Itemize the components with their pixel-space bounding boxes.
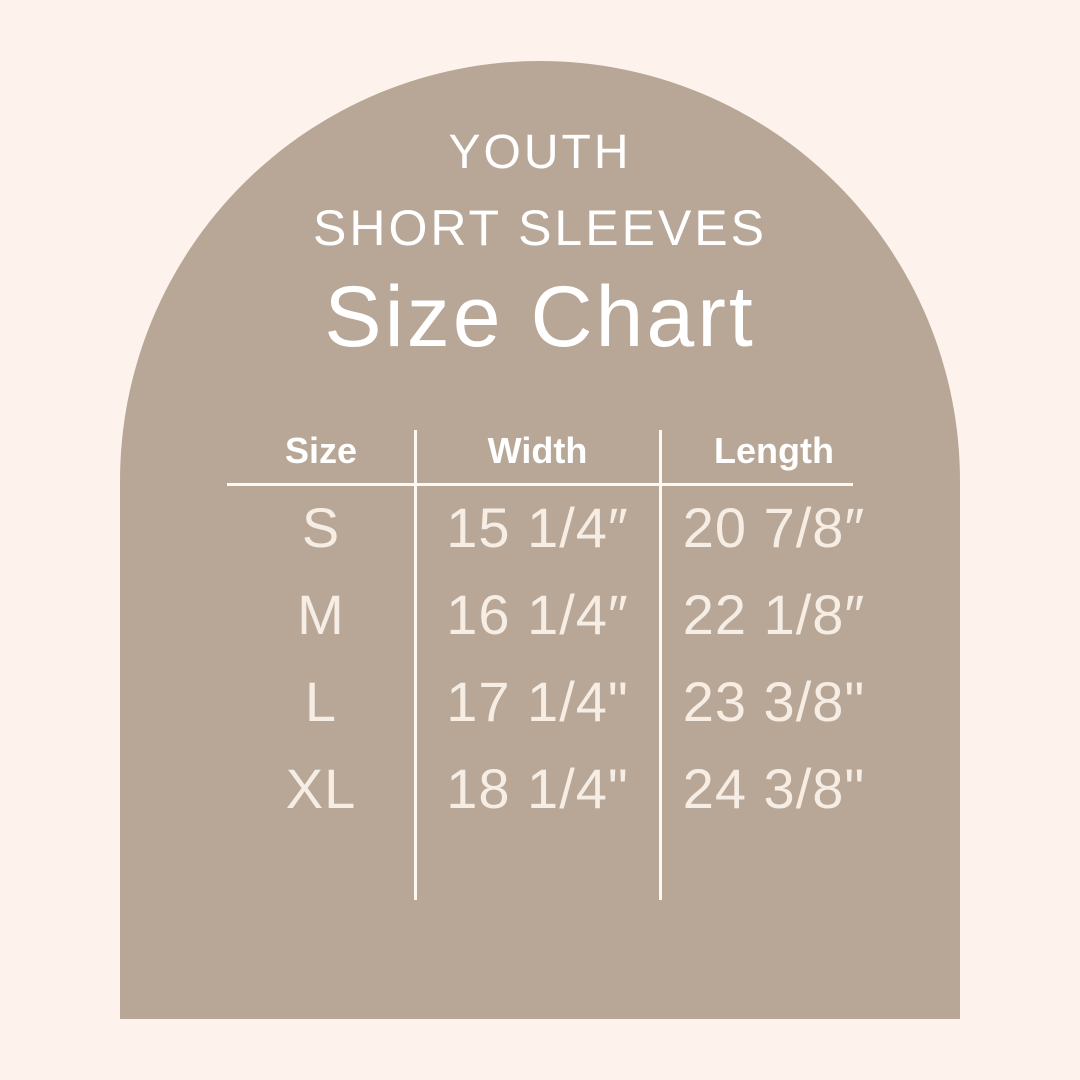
- size-cell: M: [297, 583, 345, 646]
- table-row-xl: XL 18 1/4" 24 3/8": [227, 745, 888, 832]
- length-cell: 22 1/8″: [682, 583, 866, 646]
- size-cell: L: [304, 670, 338, 733]
- size-table: Size Width Length S 15 1/4″ 20 7/8″ M 16…: [227, 418, 888, 900]
- width-cell: 15 1/4″: [446, 496, 629, 559]
- length-cell: 24 3/8": [682, 757, 866, 820]
- length-cell: 23 3/8": [682, 670, 866, 733]
- column-header-length: Length: [714, 430, 834, 471]
- table-row-l: L 17 1/4" 23 3/8": [227, 658, 888, 745]
- table-row-s: S 15 1/4″ 20 7/8″: [227, 484, 888, 571]
- width-cell: 17 1/4": [446, 670, 629, 733]
- column-divider-1: [414, 430, 417, 900]
- page-title: Size Chart: [324, 269, 756, 365]
- column-header-width: Width: [487, 430, 588, 471]
- size-cell: S: [301, 496, 341, 559]
- table-header-row: Size Width Length: [227, 418, 888, 484]
- table-row-m: M 16 1/4″ 22 1/8″: [227, 571, 888, 658]
- column-divider-2: [659, 430, 662, 900]
- arch-background: [120, 61, 960, 1019]
- title-product: SHORT SLEEVES: [313, 200, 767, 256]
- length-cell: 20 7/8″: [682, 496, 866, 559]
- header-rule-line: [227, 483, 853, 486]
- width-cell: 18 1/4": [446, 757, 629, 820]
- column-header-size: Size: [284, 430, 358, 471]
- size-cell: XL: [285, 757, 357, 820]
- title-category: YOUTH: [448, 126, 632, 179]
- width-cell: 16 1/4″: [446, 583, 629, 646]
